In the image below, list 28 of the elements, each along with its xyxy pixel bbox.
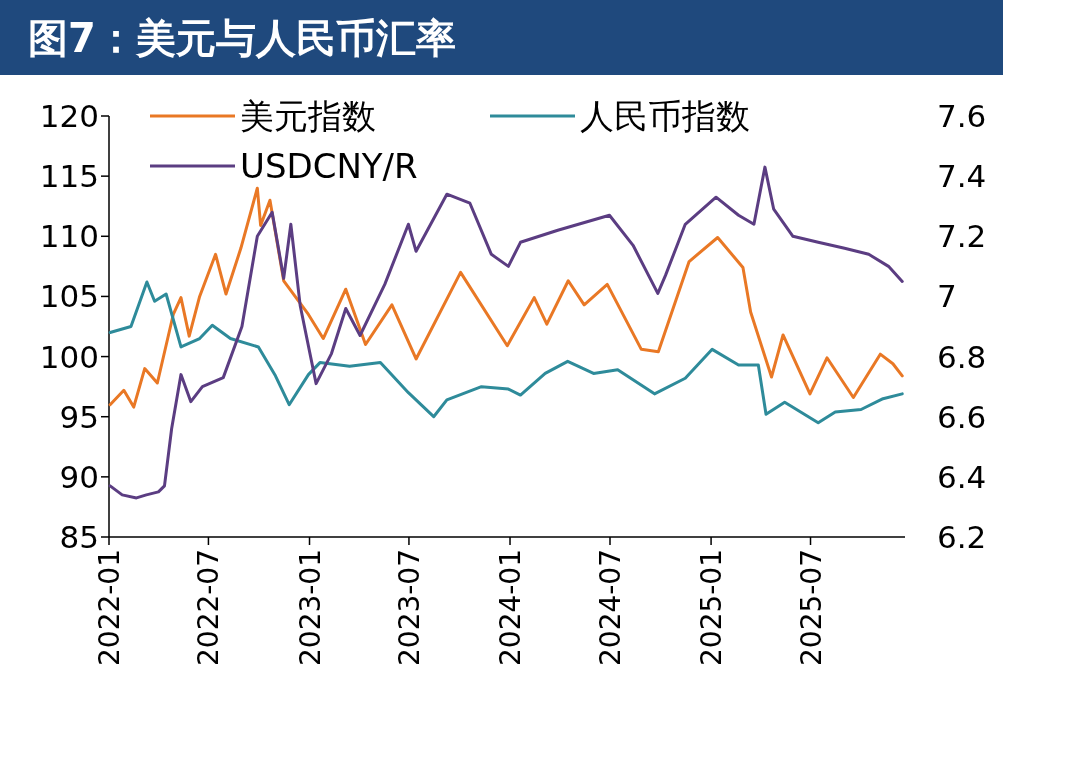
chart-title: 图7：美元与人民币汇率 — [28, 15, 456, 61]
legend-label: 人民币指数 — [580, 96, 750, 136]
y-tick-label: 110 — [39, 218, 99, 255]
x-tick-label: 2025-07 — [794, 549, 828, 666]
x-tick-label: 2023-07 — [392, 549, 426, 666]
x-tick-label: 2025-01 — [695, 549, 729, 666]
y-tick-label: 115 — [39, 158, 99, 195]
y-tick-label: 120 — [39, 98, 99, 134]
line-series — [108, 186, 904, 409]
y2-tick-label: 7.4 — [937, 158, 987, 195]
y2-tick-label: 6.4 — [937, 458, 987, 495]
y-tick-label: 90 — [59, 458, 99, 495]
legend-label: 美元指数 — [240, 96, 376, 136]
y2-tick-label: 7.2 — [937, 218, 987, 255]
y2-tick-label: 6.8 — [937, 338, 987, 375]
y2-tick-label: 7 — [937, 278, 957, 315]
y2-tick-label: 7.6 — [937, 98, 987, 134]
y2-tick-label: 6.2 — [937, 519, 987, 555]
y-tick-label: 100 — [39, 338, 99, 375]
x-tick-label: 2022-07 — [192, 549, 226, 666]
y-tick-label: 95 — [59, 398, 99, 435]
y-tick-label: 105 — [39, 278, 99, 315]
y2-tick-label: 6.6 — [937, 398, 987, 435]
x-tick-label: 2024-07 — [594, 549, 627, 666]
x-tick-label: 2023-01 — [293, 549, 327, 666]
x-tick-label: 2024-01 — [494, 549, 528, 666]
legend-label: USDCNY/R — [240, 146, 418, 186]
line-series — [108, 280, 904, 425]
